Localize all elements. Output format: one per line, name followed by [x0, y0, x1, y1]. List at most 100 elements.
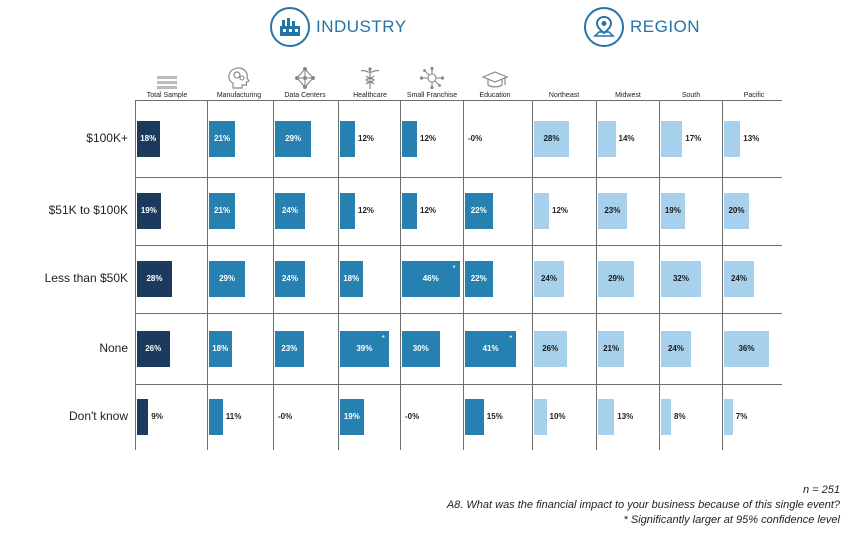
bar: [275, 193, 305, 229]
bar-value-label: 41%: [482, 343, 499, 353]
bar: [340, 193, 355, 229]
sample-size: n = 251: [802, 484, 840, 496]
bar-value-label: 36%: [738, 343, 755, 353]
caduceus-icon: [338, 66, 402, 90]
bar-value-label: 19%: [343, 412, 360, 421]
bar: [137, 193, 161, 229]
bar: [598, 193, 627, 229]
bar-value-label: 18%: [343, 274, 360, 283]
column-divider: [273, 100, 274, 450]
column-header-midwest: Midwest: [596, 66, 660, 99]
bar-value-label: 17%: [685, 133, 702, 143]
column-header-education: Education: [463, 66, 527, 99]
bar-value-label: 24%: [281, 274, 298, 283]
bar: [465, 399, 484, 435]
industry-header: INDUSTRY: [270, 6, 407, 48]
bar-value-label: 19%: [140, 206, 157, 215]
bar-value-label: 28%: [543, 133, 560, 143]
bar: [275, 330, 304, 367]
bar: [275, 261, 305, 297]
bar: [275, 120, 312, 157]
bar: [402, 193, 417, 229]
bar: [465, 330, 517, 367]
bar-value-label: 21%: [214, 206, 231, 215]
bar-value-label: 21%: [603, 343, 620, 353]
column-divider: [722, 100, 723, 450]
bar: [137, 261, 172, 297]
bar-value-label: 18%: [212, 343, 229, 353]
bar-value-label: 46%: [422, 274, 439, 283]
bar-value-label: 10%: [549, 412, 566, 421]
bar-value-label: 22%: [470, 274, 487, 283]
bar: [661, 120, 683, 157]
bar: [402, 330, 440, 367]
nodes-icon: [400, 66, 464, 90]
row-divider: [136, 313, 782, 314]
bar-value-label: 32%: [672, 274, 689, 283]
bar-value-label: 18%: [140, 133, 157, 143]
column-header-pacific: Pacific: [722, 66, 786, 99]
bar-value-label: 21%: [214, 133, 231, 143]
bar: [661, 193, 685, 229]
bar: [209, 193, 236, 229]
bar: [209, 399, 223, 435]
row-label: None: [99, 340, 128, 355]
bar: [137, 399, 149, 435]
bar: [598, 261, 635, 297]
bar-value-label: 13%: [743, 133, 760, 143]
bar: [340, 399, 364, 435]
bar: [598, 399, 615, 435]
row-divider: [136, 245, 782, 246]
row-label: $100K+: [86, 130, 128, 145]
bar-value-label: 24%: [540, 274, 557, 283]
question-text: A8. What was the financial impact to you…: [446, 499, 840, 511]
significance-note: * Significantly larger at 95% confidence…: [623, 514, 840, 526]
bar: [340, 330, 389, 367]
bar: [465, 261, 493, 297]
bar: [340, 261, 363, 297]
region-title: REGION: [630, 17, 701, 36]
bar: [209, 120, 236, 157]
bar: [724, 193, 749, 229]
bar: [340, 120, 355, 157]
column-divider: [596, 100, 597, 450]
column-header-south: South: [659, 66, 723, 99]
bar-value-label: 12%: [552, 206, 569, 215]
bar-value-label: -0%: [468, 133, 483, 143]
bar: [598, 330, 625, 367]
row-label: $51K to $100K: [48, 203, 128, 217]
bar-value-label: 29%: [219, 274, 236, 283]
bar-value-label: 26%: [542, 343, 559, 353]
bar-value-label: 15%: [486, 412, 503, 421]
bar: [209, 261, 246, 297]
bar-value-label: 12%: [420, 206, 437, 215]
row-label: Don't know: [69, 409, 128, 423]
bar: [598, 120, 616, 157]
network-icon: [273, 66, 337, 90]
graduation-cap-icon: [463, 66, 527, 90]
gears-head-icon: [207, 66, 271, 90]
column-header-label: Northeast: [548, 92, 580, 99]
column-header-label: South: [681, 92, 701, 99]
bar-value-label: 14%: [618, 133, 635, 143]
bar-value-label: 28%: [146, 274, 163, 283]
bar: [402, 120, 417, 157]
factory-icon: [270, 7, 310, 47]
bar: [534, 261, 564, 297]
industry-title: INDUSTRY: [316, 17, 407, 36]
bar: [137, 330, 170, 367]
column-header-label: Total Sample: [146, 92, 188, 99]
bar: [724, 261, 754, 297]
bar-value-label: 9%: [151, 412, 163, 421]
column-header-label: Midwest: [615, 92, 641, 99]
bar-value-label: 8%: [674, 412, 686, 421]
bar: [209, 330, 232, 367]
column-divider: [400, 100, 401, 450]
column-header-healthcare: Healthcare: [338, 66, 402, 99]
bar-value-label: 19%: [664, 206, 681, 215]
bar: [661, 330, 691, 367]
column-header-label: Pacific: [743, 92, 765, 99]
bar: [724, 399, 733, 435]
bar: [534, 330, 567, 367]
column-header-label: Education: [479, 92, 511, 99]
